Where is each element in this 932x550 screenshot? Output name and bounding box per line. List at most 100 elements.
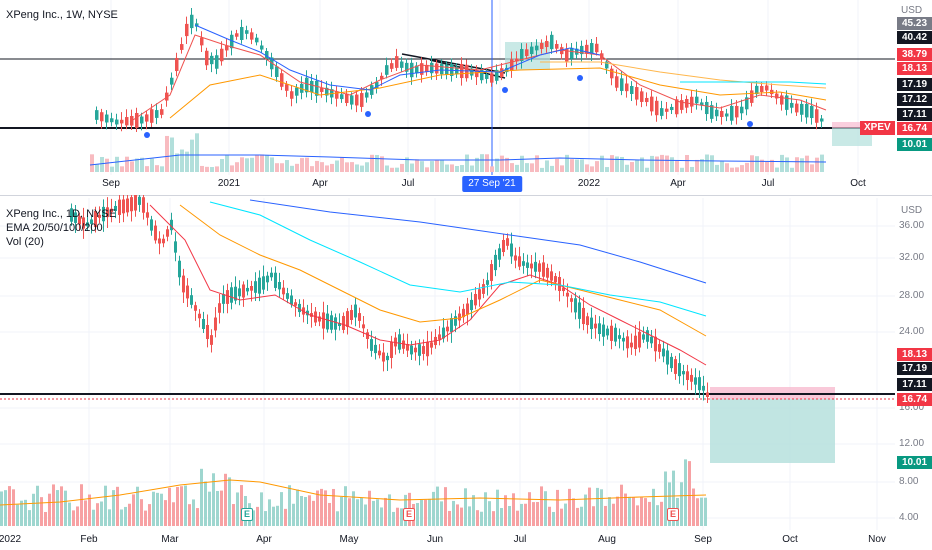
daily-candle	[366, 332, 369, 340]
daily-candle	[186, 285, 189, 299]
daily-volume-bar	[472, 495, 475, 526]
weekly-candle	[145, 114, 149, 122]
daily-volume-bar	[144, 510, 147, 526]
weekly-candle	[440, 63, 444, 75]
daily-x-tick: Jul	[513, 534, 527, 545]
daily-volume-bar	[332, 488, 335, 526]
daily-volume-bar	[276, 505, 279, 526]
daily-candle	[558, 276, 561, 292]
daily-volume-bar	[448, 510, 451, 526]
daily-volume-bar	[392, 511, 395, 526]
weekly-volume-bar	[670, 157, 674, 172]
weekly-candle	[365, 92, 369, 98]
daily-y-tick: 4.00	[899, 512, 919, 523]
earnings-marker[interactable]: E	[241, 508, 253, 521]
daily-price-pane[interactable]	[0, 195, 895, 545]
pane-divider[interactable]	[0, 195, 932, 196]
daily-volume-bar	[688, 461, 691, 526]
daily-candle	[506, 238, 509, 246]
daily-volume-bar	[444, 487, 447, 526]
weekly-price-badge: 45.23	[897, 17, 932, 30]
daily-candle	[562, 287, 565, 292]
weekly-volume-bar	[745, 162, 749, 172]
daily-candle	[578, 302, 581, 319]
daily-candle	[690, 374, 693, 382]
daily-candle	[598, 323, 601, 335]
weekly-volume-bar	[195, 133, 199, 172]
weekly-volume-bar	[565, 154, 569, 172]
weekly-volume-bar	[415, 159, 419, 172]
earnings-marker[interactable]: E	[403, 508, 415, 521]
daily-candle	[470, 299, 473, 311]
weekly-candle	[405, 62, 409, 72]
daily-y-tick: 24.00	[899, 326, 925, 337]
weekly-candle	[310, 80, 314, 93]
daily-volume-bar	[624, 493, 627, 526]
weekly-ema-line	[129, 34, 827, 123]
daily-candle	[554, 276, 557, 283]
weekly-candle	[160, 109, 164, 115]
weekly-candle	[185, 23, 189, 37]
daily-candle	[210, 335, 213, 345]
daily-volume-bar	[140, 499, 143, 526]
daily-candle	[586, 316, 589, 326]
daily-price-badge: 17.11	[897, 378, 932, 391]
daily-candle	[630, 342, 633, 348]
weekly-volume-bar	[380, 156, 384, 172]
weekly-candle	[320, 88, 324, 92]
daily-volume-bar	[204, 481, 207, 526]
weekly-candle	[420, 63, 424, 75]
weekly-candle	[535, 45, 539, 51]
daily-candle	[666, 350, 669, 365]
weekly-candle	[400, 61, 404, 68]
weekly-volume-bar	[230, 165, 234, 172]
weekly-volume-bar	[390, 167, 394, 172]
daily-candle	[582, 307, 585, 325]
earnings-marker[interactable]: E	[667, 508, 679, 521]
daily-candle	[402, 340, 405, 349]
weekly-volume-bar	[160, 166, 164, 172]
daily-candle	[634, 335, 637, 349]
daily-ema50-line	[179, 204, 707, 337]
daily-volume-bar	[212, 473, 215, 526]
weekly-candle	[415, 65, 419, 74]
daily-candle	[218, 303, 221, 313]
daily-volume-bar	[480, 511, 483, 526]
daily-candle	[178, 260, 181, 278]
weekly-candle	[220, 48, 224, 62]
daily-candle	[274, 272, 277, 288]
weekly-volume-ma	[89, 154, 827, 166]
weekly-volume-bar	[340, 157, 344, 172]
daily-candle	[162, 238, 165, 244]
weekly-volume-bar	[820, 154, 824, 172]
weekly-candle	[695, 96, 699, 104]
daily-volume-bar	[112, 490, 115, 526]
weekly-volume-bar	[660, 154, 664, 172]
daily-candle	[282, 287, 285, 295]
daily-y-tick: 16.00	[899, 402, 925, 413]
daily-volume-bar	[200, 468, 203, 526]
weekly-volume-bar	[360, 165, 364, 172]
weekly-volume-bar	[485, 154, 489, 172]
weekly-volume-bar	[765, 162, 769, 172]
weekly-volume-bar	[185, 151, 189, 172]
weekly-volume-bar	[570, 159, 574, 172]
daily-volume-bar	[416, 503, 419, 526]
weekly-candle	[110, 118, 114, 123]
weekly-price-pane[interactable]	[0, 0, 895, 195]
weekly-candle	[730, 105, 734, 121]
daily-candle	[410, 345, 413, 355]
daily-volume-bar	[468, 506, 471, 526]
daily-candle	[510, 243, 513, 257]
daily-volume-bar	[12, 489, 15, 526]
weekly-candle	[615, 76, 619, 88]
weekly-volume-bar	[95, 164, 99, 172]
daily-candle	[70, 208, 73, 222]
daily-volume-bar	[356, 499, 359, 526]
daily-price-badge: 16.74	[897, 393, 932, 406]
weekly-ema-line	[169, 67, 827, 119]
daily-candle	[350, 310, 353, 320]
weekly-candle	[355, 94, 359, 106]
daily-candle	[234, 286, 237, 301]
